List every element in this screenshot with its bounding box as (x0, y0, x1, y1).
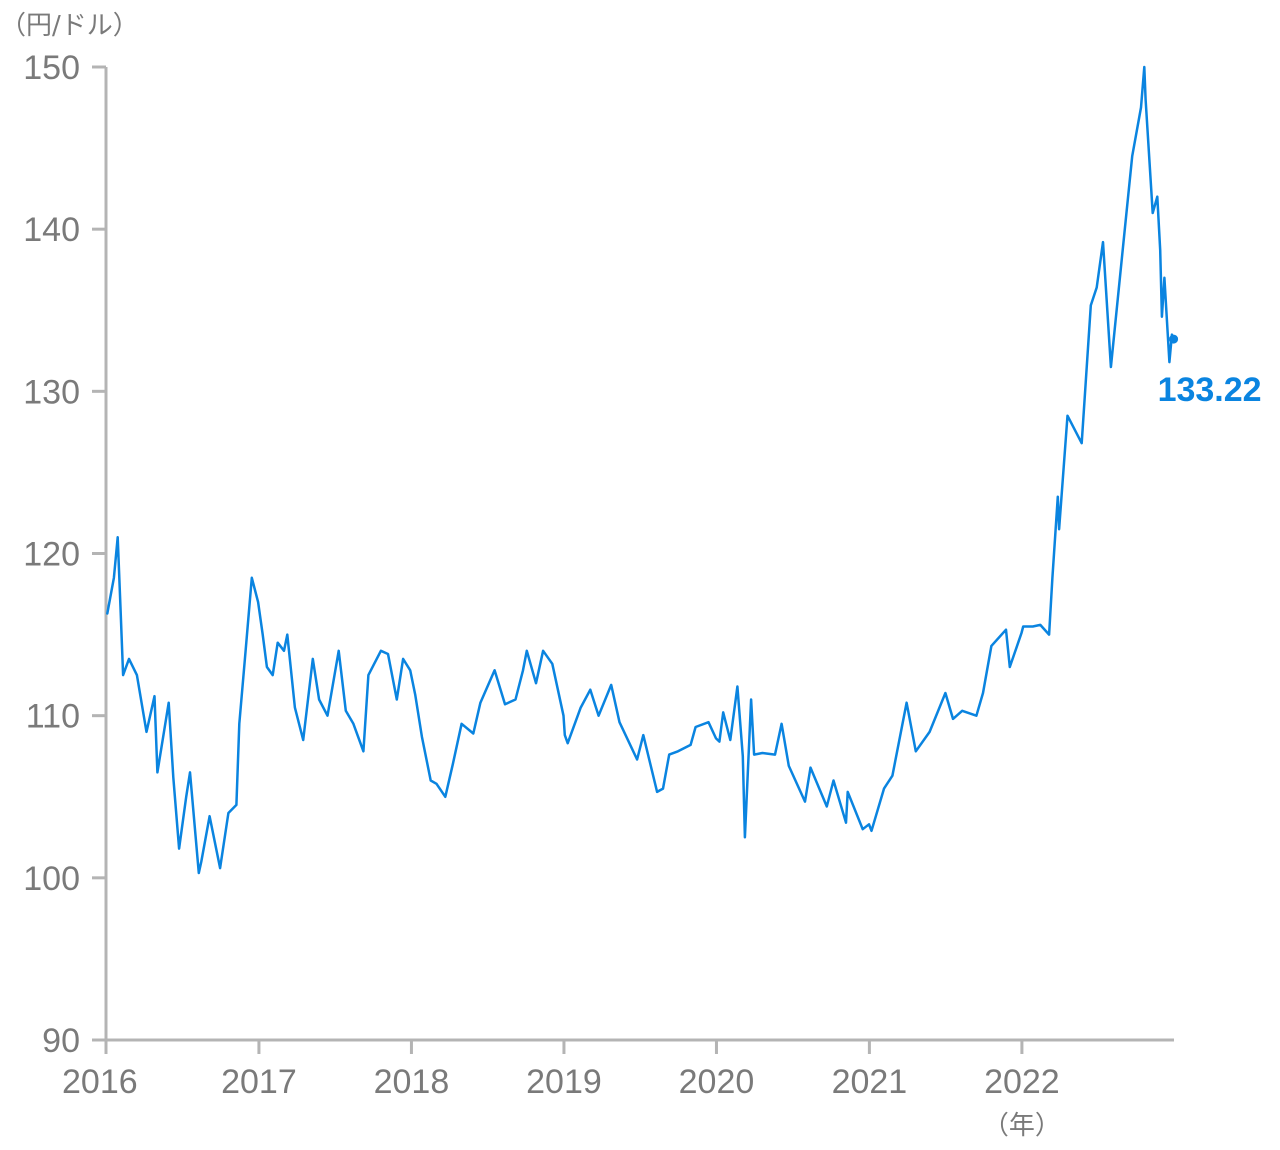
x-tick-label: 2019 (526, 1063, 602, 1101)
y-tick-label: 150 (23, 49, 80, 87)
x-axis-ticks: 2016 2017 2018 2019 2020 2021 2022 (62, 1040, 1060, 1101)
y-axis-unit-label: （円/ドル） (0, 11, 139, 41)
x-tick-label: 2017 (221, 1063, 297, 1101)
y-axis-ticks: 90 100 110 120 130 140 150 (23, 49, 106, 1060)
x-tick-label: 2018 (374, 1063, 450, 1101)
x-tick-label: 2021 (832, 1063, 908, 1101)
series-end-label: 133.22 (1158, 371, 1262, 409)
series-line-usd-jpy (106, 65, 1175, 875)
x-tick-label: 2016 (62, 1063, 138, 1101)
x-axis-unit-label: （年） (983, 1111, 1061, 1141)
y-tick-label: 100 (23, 860, 80, 898)
y-tick-label: 110 (26, 698, 80, 736)
y-tick-label: 90 (42, 1022, 80, 1060)
y-tick-label: 120 (23, 536, 80, 574)
y-tick-label: 130 (23, 373, 80, 411)
series-end-point (1169, 334, 1179, 344)
y-tick-label: 140 (23, 211, 80, 249)
x-tick-label: 2020 (679, 1063, 755, 1101)
x-tick-label: 2022 (984, 1063, 1060, 1101)
